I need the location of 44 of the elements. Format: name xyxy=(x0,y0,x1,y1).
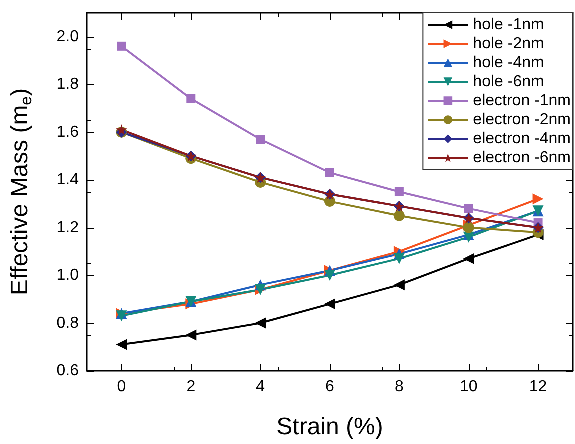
point xyxy=(394,210,405,222)
legend-label: hole -4nm xyxy=(473,54,544,72)
legend-label: hole -6nm xyxy=(473,74,544,90)
point xyxy=(116,310,128,322)
x-tick-label: 12 xyxy=(529,378,548,396)
legend-label: electron -1nm xyxy=(473,92,572,110)
y-tick-label: 1.2 xyxy=(56,219,80,236)
point xyxy=(463,253,474,264)
y-tick-label: 0.8 xyxy=(56,314,80,332)
point xyxy=(326,168,334,178)
x-axis-title: Strain (%) xyxy=(276,414,384,440)
x-tick-label: 6 xyxy=(326,378,335,396)
y-tick-label: 1.8 xyxy=(56,76,80,94)
point xyxy=(186,94,196,104)
point xyxy=(464,204,474,214)
point xyxy=(255,318,266,329)
legend-label: electron -4nm xyxy=(473,130,572,148)
x-tick-label: 2 xyxy=(186,378,196,396)
point xyxy=(394,188,404,196)
point xyxy=(116,339,128,350)
point xyxy=(463,222,474,234)
point xyxy=(186,330,197,341)
x-tick-label: 4 xyxy=(256,378,266,396)
x-tick-label: 8 xyxy=(394,378,404,396)
x-tick-label: 0 xyxy=(117,378,126,396)
legend-label: hole -1nm xyxy=(473,16,544,34)
point xyxy=(117,42,126,51)
point xyxy=(256,134,266,144)
point xyxy=(532,194,544,205)
legend-label: electron -6nm xyxy=(473,150,572,166)
point xyxy=(324,298,336,310)
y-tick-label: 1.6 xyxy=(56,124,80,141)
point xyxy=(324,270,336,282)
point xyxy=(116,124,128,136)
x-tick-label: 10 xyxy=(460,378,478,396)
legend-label: electron -2nm xyxy=(473,112,572,128)
y-tick-label: 2.0 xyxy=(56,28,80,46)
y-tick-label: 0.6 xyxy=(56,362,80,380)
point xyxy=(394,280,405,291)
y-axis-title: Effective Mass (me) xyxy=(6,88,36,296)
y-tick-label: 1.0 xyxy=(56,267,80,284)
legend-label: hole -2nm xyxy=(473,36,544,52)
point xyxy=(394,253,405,264)
y-tick-label: 1.4 xyxy=(56,172,80,189)
